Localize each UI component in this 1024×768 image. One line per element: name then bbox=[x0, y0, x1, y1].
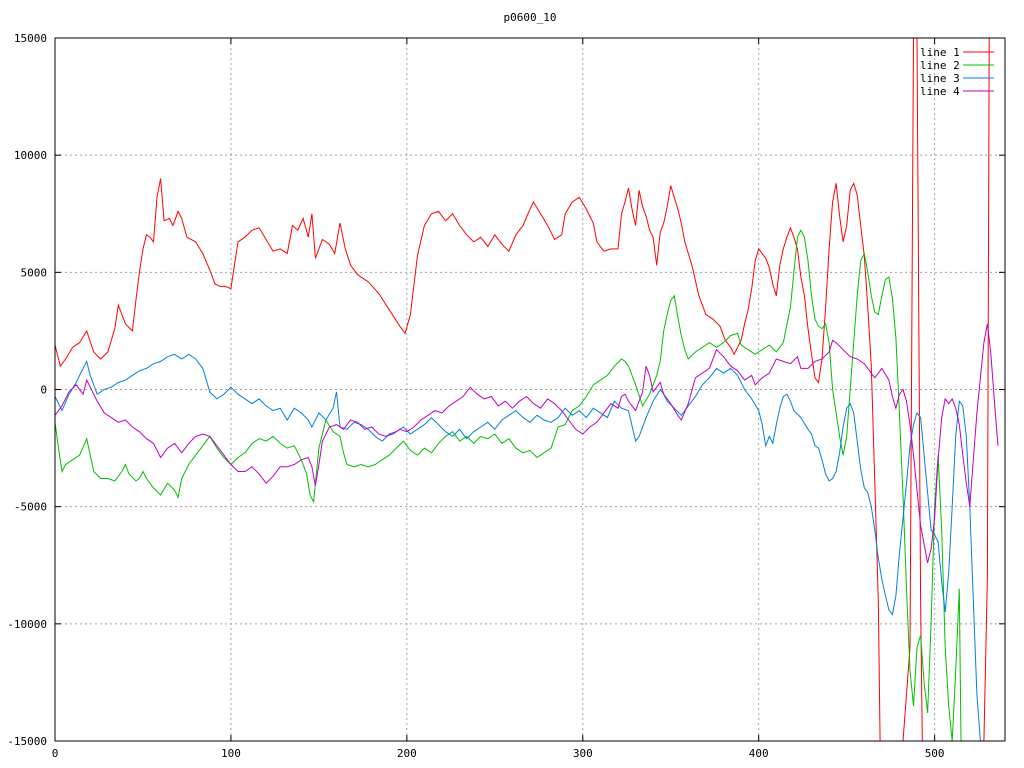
axis-ticks: -15000 -10000 -5000 0 5000 10000 15000 0 100 200 3… bbox=[7, 32, 1005, 760]
x-tick-label: 100 bbox=[221, 747, 241, 760]
x-tick-label: 300 bbox=[573, 747, 593, 760]
x-tick-label: 500 bbox=[925, 747, 945, 760]
y-tick-label: -5000 bbox=[14, 501, 47, 514]
y-tick-label: -10000 bbox=[7, 618, 47, 631]
series-line-4 bbox=[55, 323, 999, 564]
y-tick-label: -15000 bbox=[7, 735, 47, 748]
series-line-1 bbox=[55, 38, 990, 741]
series-lines bbox=[55, 38, 999, 741]
y-tick-label: 5000 bbox=[21, 266, 48, 279]
x-tick-label: 400 bbox=[749, 747, 769, 760]
legend-label-2: line 2 bbox=[920, 59, 960, 72]
series-line-2 bbox=[55, 229, 962, 741]
x-tick-label: 0 bbox=[52, 747, 59, 760]
x-tick-label: 200 bbox=[397, 747, 417, 760]
legend-label-3: line 3 bbox=[920, 72, 960, 85]
chart-title: p0600_10 bbox=[504, 11, 557, 24]
y-tick-label: 15000 bbox=[14, 32, 47, 45]
series-line-3 bbox=[55, 353, 981, 741]
legend-label-4: line 4 bbox=[920, 85, 960, 98]
y-tick-label: 0 bbox=[40, 384, 47, 397]
legend-label-1: line 1 bbox=[920, 46, 960, 59]
grid-lines bbox=[55, 38, 1005, 741]
y-tick-label: 10000 bbox=[14, 149, 47, 162]
